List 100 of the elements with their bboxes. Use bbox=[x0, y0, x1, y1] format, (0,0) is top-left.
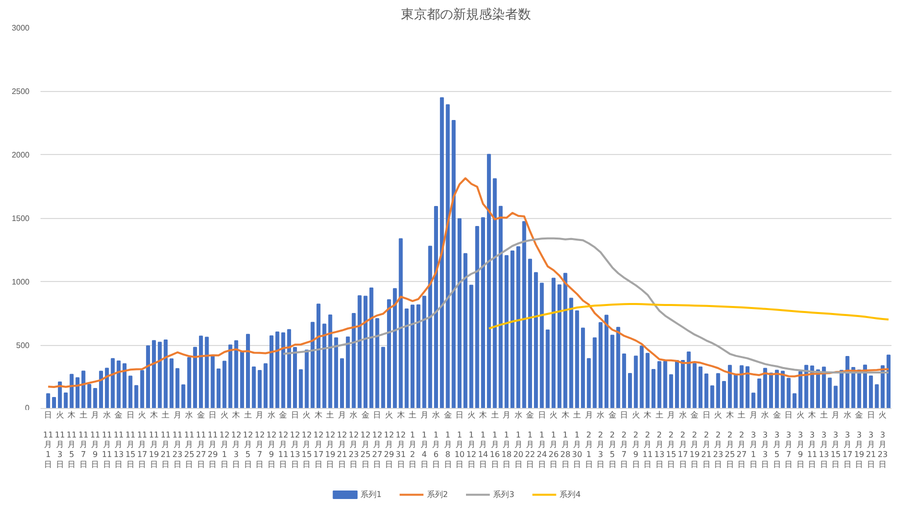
category-label: 月 3月15日 bbox=[830, 410, 841, 469]
category-label: 火 3月9日 bbox=[796, 410, 804, 469]
category-label: 月 2月1日 bbox=[584, 410, 593, 469]
bar bbox=[704, 373, 708, 408]
category-label: 水 1月6日 bbox=[432, 410, 440, 469]
category-label: 火 12月1日 bbox=[219, 410, 230, 469]
bar bbox=[58, 381, 62, 408]
category-label: 土 12月19日 bbox=[325, 410, 336, 469]
category-label: 木 1月28日 bbox=[560, 410, 570, 469]
bar bbox=[369, 287, 374, 408]
bar bbox=[575, 310, 580, 408]
category-label: 月 11月23日 bbox=[172, 410, 183, 469]
bar bbox=[504, 255, 509, 408]
category-label: 土 11月21日 bbox=[160, 410, 171, 469]
y-tick-label: 3000 bbox=[12, 24, 30, 32]
bar bbox=[428, 246, 432, 408]
bar bbox=[528, 258, 532, 408]
category-label: 月 3月1日 bbox=[749, 410, 758, 469]
bar bbox=[76, 377, 80, 408]
line-series bbox=[282, 237, 890, 374]
category-label: 火 12月15日 bbox=[302, 410, 312, 469]
bar bbox=[698, 366, 702, 408]
legend-label: 系列3 bbox=[493, 490, 514, 500]
category-label: 日 1月24日 bbox=[536, 410, 547, 469]
category-label: 水 2月17日 bbox=[678, 410, 688, 469]
category-label: 木 1月14日 bbox=[478, 410, 488, 469]
category-label: 木 2月11日 bbox=[642, 410, 653, 469]
bar bbox=[716, 373, 720, 408]
bar bbox=[763, 368, 768, 408]
bar bbox=[863, 364, 868, 408]
y-tick-label: 1500 bbox=[12, 214, 30, 223]
bar bbox=[410, 304, 414, 408]
bar bbox=[622, 354, 626, 408]
bar bbox=[746, 366, 750, 408]
y-tick-label: 500 bbox=[16, 341, 30, 350]
category-label: 月 1月4日 bbox=[420, 410, 428, 469]
category-label: 土 12月5日 bbox=[242, 410, 254, 469]
category-label: 木 12月17日 bbox=[313, 410, 324, 469]
bar bbox=[840, 370, 844, 408]
bar bbox=[146, 345, 150, 408]
bar bbox=[598, 322, 603, 408]
bar bbox=[275, 332, 280, 408]
category-label: 土 2月27日 bbox=[736, 410, 747, 469]
category-label: 木 12月31日 bbox=[396, 410, 406, 469]
bar bbox=[845, 356, 850, 408]
category-label: 火 11月17日 bbox=[137, 410, 148, 469]
bar bbox=[310, 322, 315, 408]
bar bbox=[128, 376, 132, 408]
bar bbox=[222, 360, 226, 408]
bar bbox=[322, 324, 326, 408]
category-label: 火 12月29日 bbox=[384, 410, 394, 469]
bar bbox=[557, 284, 562, 408]
category-label: 水 12月23日 bbox=[348, 410, 359, 469]
y-tick-label: 2000 bbox=[12, 150, 30, 160]
bar bbox=[270, 335, 274, 408]
bar bbox=[293, 347, 297, 408]
bar bbox=[534, 272, 538, 408]
bar bbox=[240, 350, 244, 408]
bar bbox=[463, 253, 468, 408]
category-label: 金 11月27日 bbox=[196, 410, 206, 469]
category-label: 月 2月15日 bbox=[666, 410, 676, 469]
bar bbox=[552, 278, 556, 408]
y-tick-label: 1000 bbox=[12, 278, 30, 286]
bar bbox=[70, 374, 74, 408]
category-label: 火 2月9日 bbox=[632, 410, 640, 469]
category-label: 月 12月21日 bbox=[336, 410, 348, 469]
category-label: 火 2月23日 bbox=[713, 410, 724, 469]
category-label: 月 1月18日 bbox=[501, 410, 512, 469]
bar bbox=[52, 396, 56, 408]
bar bbox=[646, 352, 650, 408]
category-label: 木 11月5日 bbox=[66, 410, 77, 469]
bar bbox=[216, 368, 221, 408]
bar bbox=[634, 356, 638, 408]
bar bbox=[680, 360, 685, 408]
bar bbox=[798, 371, 802, 408]
bar bbox=[175, 368, 180, 408]
bar bbox=[198, 336, 203, 408]
category-label: 日 11月1日 bbox=[43, 410, 54, 469]
legend-label: 系列2 bbox=[426, 490, 448, 500]
bar bbox=[458, 218, 462, 408]
bar bbox=[287, 329, 292, 408]
category-label: 土 1月16日 bbox=[490, 410, 500, 469]
bar bbox=[440, 97, 444, 408]
category-label: 土 2月13日 bbox=[654, 410, 664, 469]
bar bbox=[81, 370, 86, 408]
bar bbox=[416, 304, 420, 408]
bar bbox=[364, 296, 368, 408]
bar bbox=[628, 372, 632, 408]
bar bbox=[886, 354, 891, 408]
bar bbox=[486, 154, 491, 408]
line-series bbox=[47, 177, 890, 388]
category-label: 水 1月20日 bbox=[513, 410, 524, 469]
bar bbox=[792, 393, 796, 408]
bar bbox=[510, 250, 514, 408]
bar bbox=[392, 288, 397, 408]
category-label: 水 11月25日 bbox=[184, 410, 194, 469]
bar bbox=[722, 380, 726, 408]
bar bbox=[769, 372, 773, 408]
bar bbox=[122, 363, 127, 408]
category-label: 日 2月7日 bbox=[620, 410, 628, 469]
